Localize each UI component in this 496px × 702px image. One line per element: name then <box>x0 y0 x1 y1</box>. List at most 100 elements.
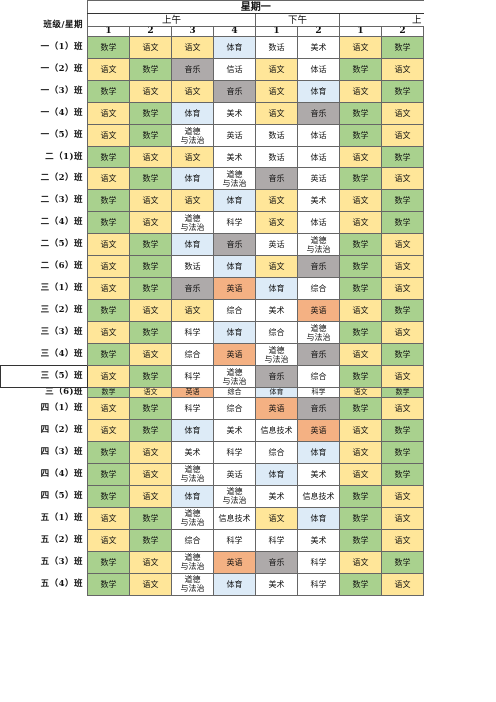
timetable-cell: 语文 <box>129 387 172 398</box>
timetable-cell: 信息技术 <box>297 484 340 508</box>
timetable-cell: 语文 <box>255 189 298 212</box>
timetable-cell: 英语 <box>297 299 340 322</box>
timetable-cell: 科学 <box>171 396 214 420</box>
timetable-cell: 综合 <box>297 277 340 300</box>
timetable-cell: 语文 <box>339 36 382 59</box>
table-row: 二（5）班 语文 数学 体育 音乐 英话 道德 与法治 数学 语文 <box>1 233 424 256</box>
table-row: 三（6)班 数学 语文 英语 综合 体育 科学 语文 数学 <box>1 387 424 398</box>
table-row: 二（4）班 数学 语文 道德 与法治 科学 语文 体话 语文 数学 <box>1 211 424 234</box>
timetable-cell: 语文 <box>129 211 172 234</box>
timetable-cell: 数学 <box>87 440 130 464</box>
timetable-cell: 数话 <box>255 36 298 59</box>
timetable-cell: 美术 <box>213 102 256 125</box>
timetable-cell: 音乐 <box>297 255 340 278</box>
timetable-cell: 道德 与法治 <box>171 506 214 530</box>
period-number: 3 <box>171 26 214 37</box>
table-row: 一（5）班 语文 数学 道德 与法治 英话 数话 体话 数学 语文 <box>1 124 424 147</box>
timetable-cell: 语文 <box>87 58 130 81</box>
timetable-cell: 数学 <box>129 418 172 442</box>
timetable-cell: 音乐 <box>171 277 214 300</box>
class-label: 三（3）班 <box>40 327 83 337</box>
timetable-cell: 语文 <box>87 277 130 300</box>
timetable-cell: 道德 与法治 <box>297 321 340 344</box>
timetable-cell: 数学 <box>339 277 382 300</box>
timetable-cell: 语文 <box>381 277 424 300</box>
class-label: 一（5）班 <box>40 130 83 140</box>
timetable-cell: 数学 <box>87 484 130 508</box>
table-row: 三（5）班 语文 数学 科学 道德 与法治 音乐 综合 数学 语文 <box>0 365 424 388</box>
timetable-cell: 语文 <box>129 440 172 464</box>
timetable-cell: 美术 <box>255 484 298 508</box>
timetable-cell: 语文 <box>129 36 172 59</box>
timetable-cell: 道德 与法治 <box>171 124 214 147</box>
class-label: 三（2）班 <box>40 305 83 315</box>
timetable-cell: 音乐 <box>297 102 340 125</box>
table-row: 一（3）班 数学 语文 语文 音乐 语文 体育 语文 数学 <box>1 80 424 103</box>
table-row: 四（2）班 语文 数学 体育 美术 信息技术 英语 语文 数学 <box>1 418 424 442</box>
timetable-cell: 语文 <box>381 506 424 530</box>
timetable-cell: 体育 <box>213 189 256 212</box>
timetable-cell: 数话 <box>255 146 298 168</box>
timetable-cell: 体育 <box>255 387 298 398</box>
timetable-cell: 语文 <box>339 462 382 486</box>
timetable-cell: 体育 <box>171 102 214 125</box>
class-label: 五（4）班 <box>40 578 83 589</box>
timetable-cell: 体育 <box>297 80 340 103</box>
timetable-cell: 综合 <box>255 440 298 464</box>
timetable-cell: 语文 <box>255 80 298 103</box>
timetable-cell: 道德 与法治 <box>171 211 214 234</box>
timetable-cell: 语文 <box>339 550 382 574</box>
timetable-cell: 数学 <box>339 365 382 388</box>
timetable-cell: 英语 <box>213 343 256 366</box>
table-row: 四（3）班 数学 语文 美术 科学 综合 体育 语文 数学 <box>1 440 424 464</box>
timetable-cell: 美术 <box>297 528 340 552</box>
timetable-cell: 信息技术 <box>255 418 298 442</box>
table-row: 一（1）班 数学 语文 语文 体育 数话 美术 语文 数学 <box>1 36 424 59</box>
timetable-cell: 道德 与法治 <box>171 462 214 486</box>
timetable-cell: 语文 <box>381 321 424 344</box>
timetable-cell: 语文 <box>87 255 130 278</box>
timetable-cell: 体话 <box>297 124 340 147</box>
timetable-cell: 科学 <box>213 440 256 464</box>
timetable-cell: 语文 <box>339 440 382 464</box>
table-row: 三（1）班 语文 数学 音乐 英语 体育 综合 数学 语文 <box>1 277 424 300</box>
timetable-cell: 数学 <box>129 255 172 278</box>
timetable-cell: 数学 <box>381 343 424 366</box>
timetable-cell: 科学 <box>297 572 340 596</box>
day-header: 星期一 <box>87 0 424 14</box>
timetable-cell: 体育 <box>297 440 340 464</box>
timetable-cell: 道德 与法治 <box>171 572 214 596</box>
timetable-cell: 道德 与法治 <box>255 343 298 366</box>
timetable-cell: 音乐 <box>297 343 340 366</box>
timetable-cell: 语文 <box>381 484 424 508</box>
timetable-cell: 语文 <box>129 462 172 486</box>
period-number: 1 <box>255 26 298 37</box>
timetable-cell: 英话 <box>213 124 256 147</box>
timetable-cell: 数学 <box>87 36 130 59</box>
table-row: 二（1)班 数学 语文 语文 美术 数话 体话 语文 数学 <box>1 146 424 168</box>
timetable-sheet: 星期一 班级/星期 上午 下午 上 1 2 3 4 1 2 1 2 一（1）班数… <box>0 0 424 596</box>
timetable-cell: 体育 <box>171 418 214 442</box>
timetable-cell: 体育 <box>171 484 214 508</box>
timetable-cell: 语文 <box>339 343 382 366</box>
timetable-cell: 语文 <box>381 396 424 420</box>
timetable-cell: 数学 <box>87 299 130 322</box>
class-label: 二（6）班 <box>40 261 83 271</box>
timetable-cell: 数学 <box>381 146 424 168</box>
timetable-cell: 数学 <box>87 189 130 212</box>
timetable-cell: 数学 <box>87 146 130 168</box>
timetable-cell: 数学 <box>381 387 424 398</box>
timetable-cell: 数学 <box>339 484 382 508</box>
table-row: 三（2）班 数学 语文 语文 综合 美术 英语 语文 数学 <box>1 299 424 322</box>
timetable-cell: 语文 <box>129 80 172 103</box>
timetable-cell: 语文 <box>171 299 214 322</box>
timetable-cell: 英语 <box>171 387 214 398</box>
table-row: 二（6）班 语文 数学 数话 体育 语文 音乐 数学 语文 <box>1 255 424 278</box>
period-number: 4 <box>213 26 256 37</box>
timetable-cell: 数学 <box>87 550 130 574</box>
timetable-cell: 音乐 <box>255 365 298 388</box>
timetable-cell: 体话 <box>297 146 340 168</box>
timetable-cell: 综合 <box>213 299 256 322</box>
timetable-cell: 数话 <box>255 124 298 147</box>
table-row: 四（1）班 语文 数学 科学 综合 英语 音乐 数学 语文 <box>1 396 424 420</box>
